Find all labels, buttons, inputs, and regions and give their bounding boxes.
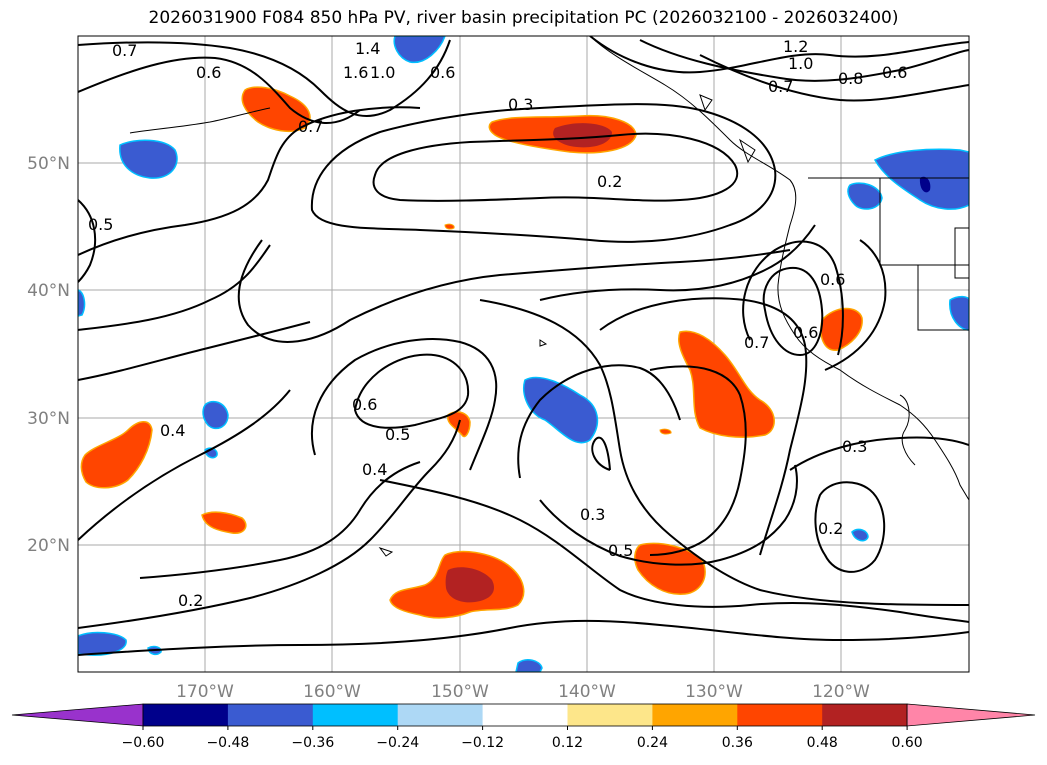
colorbar-tick-label: 0.36 (722, 735, 753, 751)
contour-label: 0.7 (768, 77, 793, 96)
contour-label: 0.6 (820, 270, 845, 289)
map-border (77, 35, 970, 673)
lon-label: 170°W (176, 682, 234, 702)
precip-positive-areas (80, 86, 863, 619)
contour-labels: 0.7 0.6 1.4 1.0 1.6 0.6 0.7 0.3 1.2 1.0 … (88, 37, 907, 610)
contour-label: 0.6 (430, 63, 455, 82)
contour-label: 0.4 (362, 460, 387, 479)
contour-label: 1.0 (788, 54, 813, 73)
colorbar: −0.60 −0.48 −0.36 −0.24 −0.12 0.12 0.24 0.36 0.4… (11, 703, 1036, 751)
longitude-labels: 170°W 160°W 150°W 140°W 130°W 120°W (176, 682, 870, 702)
colorbar-segment (397, 704, 484, 726)
lon-label: 130°W (685, 682, 743, 702)
contour-label: 1.0 (370, 63, 395, 82)
contour-label: 1.2 (783, 37, 808, 56)
colorbar-tick-label: −0.48 (206, 735, 249, 751)
contour-label: 0.7 (744, 333, 769, 352)
contour-label: 0.7 (112, 41, 137, 60)
lat-label: 50°N (27, 154, 70, 174)
colorbar-segment (567, 704, 653, 726)
contour-label: 0.2 (178, 591, 203, 610)
latitude-labels: 50°N 40°N 30°N 20°N (27, 154, 70, 556)
contour-label: 0.7 (298, 117, 323, 136)
colorbar-tick-label: 0.24 (637, 735, 668, 751)
lon-label: 150°W (431, 682, 489, 702)
colorbar-tick-label: −0.60 (122, 735, 165, 751)
contour-label: 0.5 (608, 541, 633, 560)
colorbar-tick-label: −0.24 (376, 735, 419, 751)
colorbar-segment (737, 704, 823, 726)
colorbar-tick-label: 0.12 (552, 735, 583, 751)
colorbar-outline (142, 703, 908, 727)
contour-label: 1.6 (343, 63, 368, 82)
colorbar-tick-label: 0.60 (892, 735, 923, 751)
contour-label: 0.8 (838, 69, 863, 88)
contour-label: 0.2 (597, 172, 622, 191)
colorbar-tick-label: −0.36 (291, 735, 334, 751)
colorbar-arrow-high (906, 703, 1036, 727)
contour-label: 0.6 (196, 63, 221, 82)
lat-label: 20°N (27, 536, 70, 556)
contour-label: 0.2 (818, 519, 843, 538)
lat-label: 40°N (27, 281, 70, 301)
colorbar-arrow-low (11, 703, 144, 727)
lon-label: 160°W (303, 682, 361, 702)
lon-label: 140°W (558, 682, 616, 702)
contour-label: 0.6 (882, 63, 907, 82)
contour-label: 0.4 (160, 421, 185, 440)
contour-label: 0.6 (352, 395, 377, 414)
colorbar-segment (652, 704, 738, 726)
colorbar-segment (227, 704, 314, 726)
colorbar-segment (482, 704, 568, 726)
contour-label: 0.3 (842, 437, 867, 456)
contour-label: 0.5 (385, 425, 410, 444)
contour-label: 0.6 (793, 323, 818, 342)
colorbar-tick-label: −0.12 (461, 735, 504, 751)
lat-label: 30°N (27, 409, 70, 429)
contour-label: 0.3 (508, 95, 533, 114)
colorbar-segment (822, 704, 908, 726)
map-title: 2026031900 F084 850 hPa PV, river basin … (148, 8, 899, 28)
colorbar-segment (312, 704, 399, 726)
colorbar-tick-label: 0.48 (807, 735, 838, 751)
contour-label: 0.3 (580, 505, 605, 524)
colorbar-segment (143, 704, 229, 726)
contour-label: 0.5 (88, 215, 113, 234)
lon-label: 120°W (812, 682, 870, 702)
contour-label: 1.4 (355, 39, 380, 58)
pv-contours (78, 36, 969, 656)
